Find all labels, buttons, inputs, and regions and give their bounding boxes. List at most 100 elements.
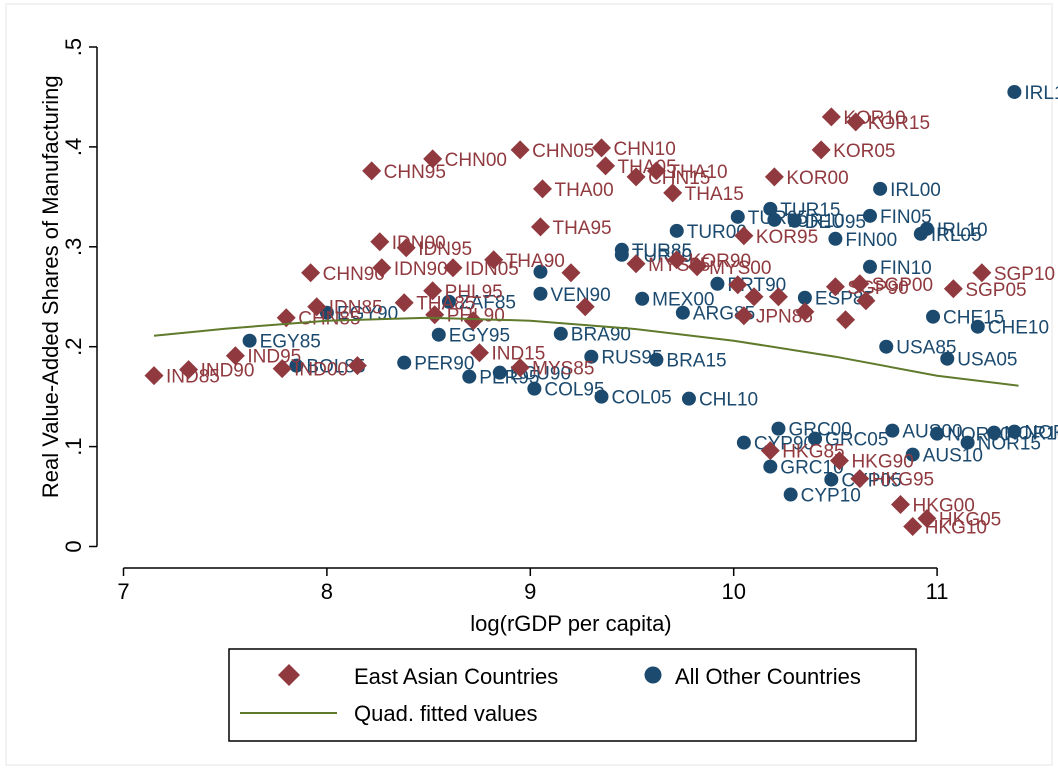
east-asian-point xyxy=(596,156,616,176)
east-asian-label: IND15 xyxy=(491,344,545,365)
east-asian-label: SGP10 xyxy=(994,264,1055,285)
east-asian-label: KOR00 xyxy=(786,168,848,189)
east-asian-point xyxy=(972,263,992,283)
other-country-point xyxy=(1007,84,1022,99)
east-asian-point xyxy=(917,509,937,529)
other-country-point xyxy=(553,326,568,341)
other-country-point xyxy=(879,339,894,354)
other-country-point xyxy=(441,294,456,309)
other-country-point xyxy=(462,369,477,384)
other-country-label: USA85 xyxy=(896,338,956,359)
other-country-label: RUS95 xyxy=(601,348,662,369)
other-country-label: GRC05 xyxy=(825,430,888,451)
east-asian-point xyxy=(484,250,504,270)
east-asian-point xyxy=(396,238,416,258)
east-asian-point xyxy=(469,343,489,363)
east-asian-point xyxy=(591,138,611,158)
east-asian-point xyxy=(530,217,550,237)
east-asian-label: IND90 xyxy=(201,361,255,382)
east-asian-point xyxy=(825,277,845,297)
east-asian-point xyxy=(276,308,296,328)
other-country-point xyxy=(736,435,751,450)
east-asian-point xyxy=(829,451,849,471)
other-country-label: CYP10 xyxy=(801,486,861,507)
east-asian-point xyxy=(362,161,382,181)
other-country-label: COL95 xyxy=(544,380,604,401)
other-country-label: FIN10 xyxy=(880,258,932,279)
legend-label-east-asian: East Asian Countries xyxy=(354,664,558,689)
east-asian-point xyxy=(347,356,367,376)
other-country-point xyxy=(828,231,843,246)
y-axis-ticks: 0 .1 .2 .3 .4 .5 xyxy=(61,38,97,553)
east-asian-point xyxy=(626,167,646,187)
x-tick-label: 10 xyxy=(721,579,745,604)
other-country-label: BOL85 xyxy=(306,357,365,378)
east-asian-point xyxy=(667,250,687,270)
east-asian-point xyxy=(370,232,390,252)
east-asian-point xyxy=(272,359,292,379)
other-country-point xyxy=(873,181,888,196)
east-asian-label: IND95 xyxy=(247,347,301,368)
east-asian-label: CHN10 xyxy=(613,139,675,160)
other-country-point xyxy=(242,333,257,348)
other-country-label: IRL15 xyxy=(1024,83,1058,104)
east-asian-point xyxy=(943,279,963,299)
other-country-label: ZAF85 xyxy=(459,293,516,314)
y-tick-label: 0 xyxy=(61,540,86,552)
y-tick-label: .3 xyxy=(61,238,86,256)
other-country-point xyxy=(862,259,877,274)
y-tick-label: .1 xyxy=(61,437,86,455)
east-asian-label: IDN05 xyxy=(465,259,519,280)
other-country-point xyxy=(862,208,877,223)
y-tick-label: .2 xyxy=(61,338,86,356)
east-asian-label: HKG90 xyxy=(851,452,913,473)
other-country-point xyxy=(960,435,975,450)
east-asian-point xyxy=(811,140,831,160)
figure-frame xyxy=(5,3,1053,766)
other-country-label: NOR05 xyxy=(1024,423,1058,444)
y-tick-label: .4 xyxy=(61,138,86,156)
other-country-point xyxy=(635,291,650,306)
other-country-point xyxy=(926,309,941,324)
east-asian-point xyxy=(144,366,164,386)
legend-circle-icon xyxy=(644,666,662,684)
x-axis-ticks: 7 8 9 10 11 xyxy=(117,568,949,604)
other-country-point xyxy=(905,447,920,462)
other-country-point xyxy=(431,327,446,342)
other-country-point xyxy=(767,212,782,227)
other-country-point xyxy=(730,209,745,224)
quad-fit-line xyxy=(153,316,1019,387)
other-country-label: IRL00 xyxy=(890,180,941,201)
legend-box xyxy=(228,648,917,742)
east-asian-label: IDN90 xyxy=(394,259,448,280)
other-labels: EGY85BOL85EGY90PER90EGY95ZAF85PER95ECU90… xyxy=(260,83,1058,507)
east-asian-label: SGP00 xyxy=(872,275,933,296)
east-asian-label: HKG05 xyxy=(939,510,1001,531)
east-asian-label: PHL95 xyxy=(445,282,503,303)
other-country-point xyxy=(808,431,823,446)
east-asian-point xyxy=(850,274,870,294)
other-country-label: FIN00 xyxy=(845,230,897,251)
east-asian-point xyxy=(394,293,414,313)
other-country-point xyxy=(289,358,304,373)
east-asian-point xyxy=(687,257,707,277)
east-asian-label: MYS85 xyxy=(532,359,594,380)
east-asian-point xyxy=(890,495,910,515)
east-asian-point xyxy=(734,226,754,246)
east-asian-point xyxy=(301,263,321,283)
other-country-point xyxy=(940,351,955,366)
other-country-label: BRA90 xyxy=(571,325,631,346)
east-asian-point xyxy=(846,112,866,132)
east-asian-point xyxy=(626,254,646,274)
east-asian-point xyxy=(510,140,530,160)
other-country-point xyxy=(594,389,609,404)
east-asian-point xyxy=(423,149,443,169)
other-country-point xyxy=(492,365,507,380)
east-asian-point xyxy=(764,167,784,187)
other-country-point xyxy=(787,213,802,228)
east-asian-label: HKG95 xyxy=(872,470,934,491)
other-country-point xyxy=(710,276,725,291)
east-asian-point xyxy=(836,310,856,330)
